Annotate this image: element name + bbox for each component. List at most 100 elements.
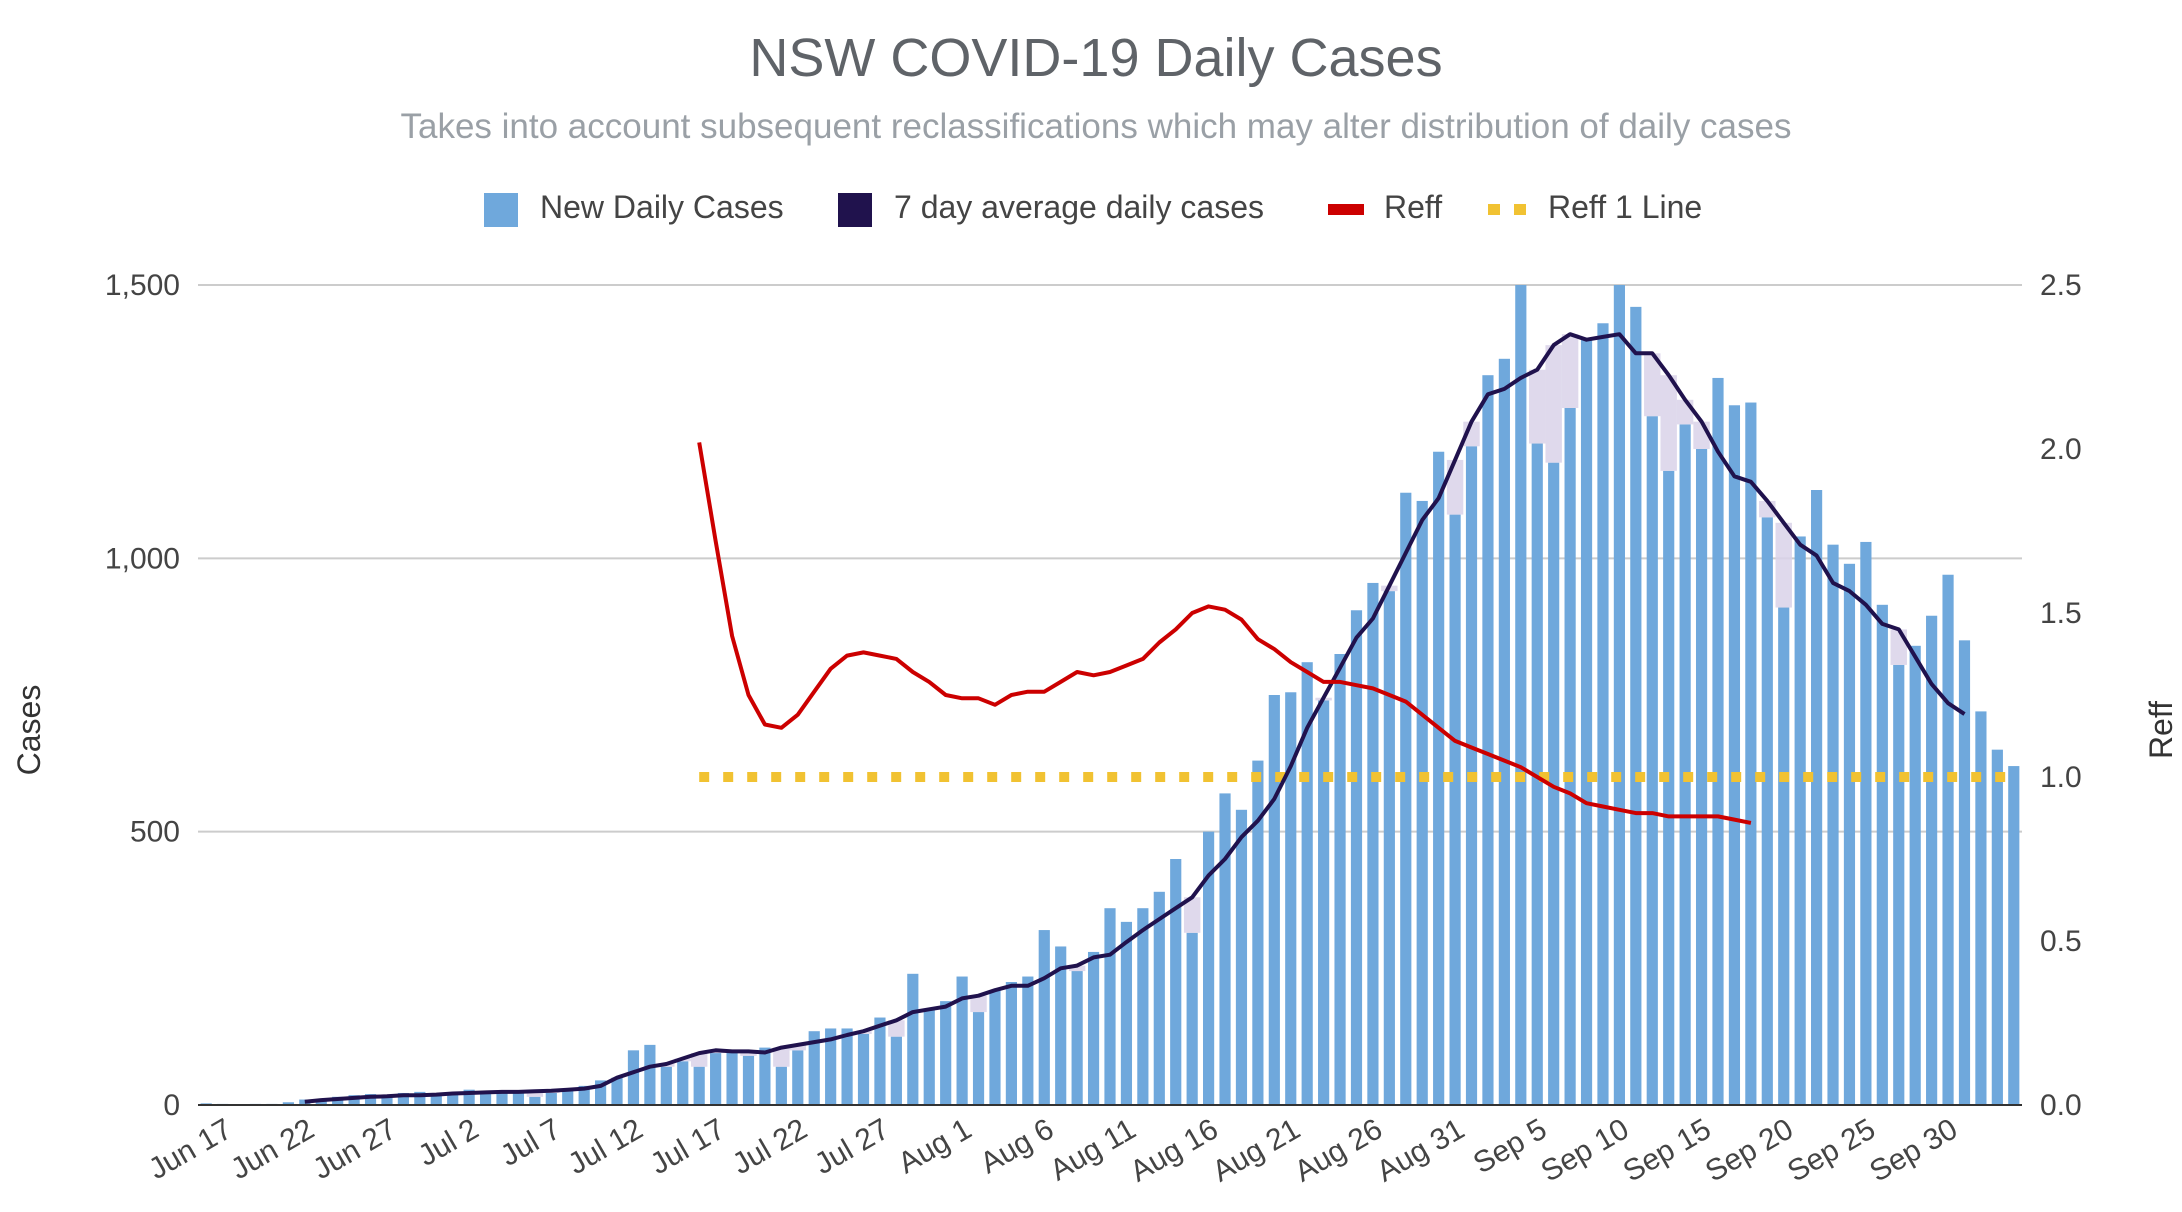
- legend-label-7-day-average: 7 day average daily cases: [894, 189, 1264, 225]
- bar-new-daily-cases: [545, 1092, 557, 1105]
- bar-new-daily-cases: [808, 1031, 820, 1105]
- bar-new-daily-cases: [1285, 692, 1297, 1105]
- bar-new-daily-cases: [710, 1053, 722, 1105]
- bar-new-daily-cases: [989, 990, 1001, 1105]
- bar-new-daily-cases: [397, 1092, 409, 1105]
- bar-new-daily-cases: [907, 973, 919, 1105]
- bar-new-daily-cases: [1334, 654, 1346, 1105]
- bar-new-daily-cases: [1515, 285, 1527, 1105]
- bar-new-daily-cases: [1613, 285, 1625, 1105]
- bar-new-daily-cases: [1761, 517, 1773, 1105]
- x-tick-label: Aug 21: [1207, 1112, 1306, 1188]
- bar-new-daily-cases: [1893, 664, 1905, 1105]
- bar-new-daily-cases: [1778, 607, 1790, 1105]
- x-tick-label: Jul 17: [645, 1112, 731, 1181]
- avg-shade-segment: [1676, 399, 1694, 425]
- bar-new-daily-cases: [726, 1050, 738, 1105]
- bar-new-daily-cases: [1745, 402, 1757, 1105]
- bar-new-daily-cases: [627, 1050, 640, 1105]
- bar-new-daily-cases: [792, 1050, 804, 1105]
- bar-new-daily-cases: [1958, 640, 1971, 1105]
- bar-new-daily-cases: [1170, 859, 1182, 1105]
- bar-new-daily-cases: [1811, 490, 1823, 1105]
- avg-shade-segment: [1183, 897, 1201, 933]
- bar-new-daily-cases: [1137, 908, 1149, 1105]
- bar-new-daily-cases: [874, 1017, 886, 1105]
- bar-new-daily-cases: [1942, 574, 1954, 1105]
- bar-new-daily-cases: [742, 1055, 755, 1105]
- bar-new-daily-cases: [1876, 604, 1888, 1105]
- legend-label-reff-1-line: Reff 1 Line: [1548, 189, 1702, 225]
- bar-new-daily-cases: [1087, 951, 1100, 1105]
- x-tick-label: Jul 22: [727, 1112, 813, 1181]
- bar-new-daily-cases: [578, 1085, 590, 1105]
- avg-shade-segment: [888, 1020, 905, 1037]
- x-tick-label: Jun 17: [143, 1112, 238, 1186]
- avg-shade-segment: [970, 995, 987, 1013]
- y-axis-title-left: Cases: [11, 685, 47, 776]
- bar-new-daily-cases: [1482, 375, 1494, 1105]
- bar-new-daily-cases: [1564, 408, 1576, 1105]
- y2-tick-label: 1.0: [2040, 761, 2082, 794]
- legend-label-reff: Reff: [1384, 189, 1442, 225]
- bar-new-daily-cases: [562, 1088, 574, 1105]
- bar-new-daily-cases: [1860, 541, 1872, 1105]
- legend-swatch-reff-1-line-dot-b: [1514, 204, 1526, 215]
- bar-new-daily-cases: [1580, 339, 1593, 1106]
- bar-new-daily-cases: [1449, 514, 1461, 1105]
- bar-new-daily-cases: [940, 1001, 952, 1105]
- bar-series-new-daily-cases: [200, 285, 2020, 1106]
- bar-new-daily-cases: [1843, 563, 1856, 1105]
- avg-shade-segment: [1890, 629, 1907, 665]
- bar-new-daily-cases: [1548, 462, 1560, 1106]
- bar-new-daily-cases: [1433, 451, 1445, 1105]
- bar-new-daily-cases: [348, 1095, 360, 1105]
- bar-new-daily-cases: [1120, 921, 1133, 1105]
- bar-new-daily-cases: [1203, 831, 1215, 1105]
- x-tick-label: Jun 22: [225, 1112, 320, 1186]
- x-tick-label: Aug 1: [893, 1112, 977, 1180]
- bar-new-daily-cases: [677, 1061, 689, 1105]
- avg-shade-segment: [789, 1044, 806, 1051]
- bar-new-daily-cases: [825, 1028, 837, 1105]
- bar-new-daily-cases: [759, 1047, 771, 1105]
- x-tick-label: Sep 5: [1468, 1112, 1552, 1180]
- y-tick-label: 0: [163, 1089, 180, 1122]
- x-tick-label: Jul 27: [809, 1112, 895, 1181]
- x-tick-label: Aug 31: [1371, 1112, 1470, 1188]
- bar-new-daily-cases: [479, 1092, 492, 1105]
- bar-new-daily-cases: [381, 1096, 393, 1105]
- bar-new-daily-cases: [611, 1077, 623, 1105]
- bar-new-daily-cases: [841, 1028, 853, 1105]
- bar-new-daily-cases: [1268, 695, 1280, 1105]
- bar-new-daily-cases: [1367, 582, 1379, 1105]
- bar-new-daily-cases: [1712, 377, 1724, 1105]
- y2-tick-label: 0.5: [2040, 925, 2082, 958]
- bar-new-daily-cases: [1794, 536, 1806, 1105]
- x-tick-label: Jul 7: [495, 1112, 566, 1172]
- y-tick-label: 1,000: [105, 542, 180, 575]
- y-tick-label: 1,500: [105, 269, 180, 302]
- bar-new-daily-cases: [956, 976, 968, 1105]
- bar-new-daily-cases: [496, 1091, 508, 1105]
- avg-shade-segment: [773, 1047, 790, 1067]
- avg-shade-segment: [1660, 375, 1677, 471]
- x-tick-label: Jun 27: [308, 1112, 403, 1186]
- bar-new-daily-cases: [1235, 809, 1248, 1105]
- legend-label-new-daily-cases: New Daily Cases: [540, 189, 784, 225]
- bar-new-daily-cases: [299, 1099, 311, 1105]
- legend-swatch-7-day-average: [838, 193, 872, 227]
- bar-new-daily-cases: [414, 1091, 426, 1105]
- avg-shade-segment: [1068, 965, 1086, 972]
- avg-shade-segment: [740, 1051, 757, 1056]
- x-tick-label: Sep 15: [1618, 1112, 1717, 1188]
- bar-new-daily-cases: [644, 1044, 656, 1105]
- bar-new-daily-cases: [1728, 405, 1741, 1105]
- bar-new-daily-cases: [1301, 662, 1313, 1105]
- bar-new-daily-cases: [1038, 930, 1050, 1105]
- y2-tick-label: 2.0: [2040, 433, 2082, 466]
- bar-new-daily-cases: [1186, 932, 1198, 1105]
- bar-new-daily-cases: [1975, 711, 1987, 1105]
- legend-swatch-reff: [1328, 204, 1364, 215]
